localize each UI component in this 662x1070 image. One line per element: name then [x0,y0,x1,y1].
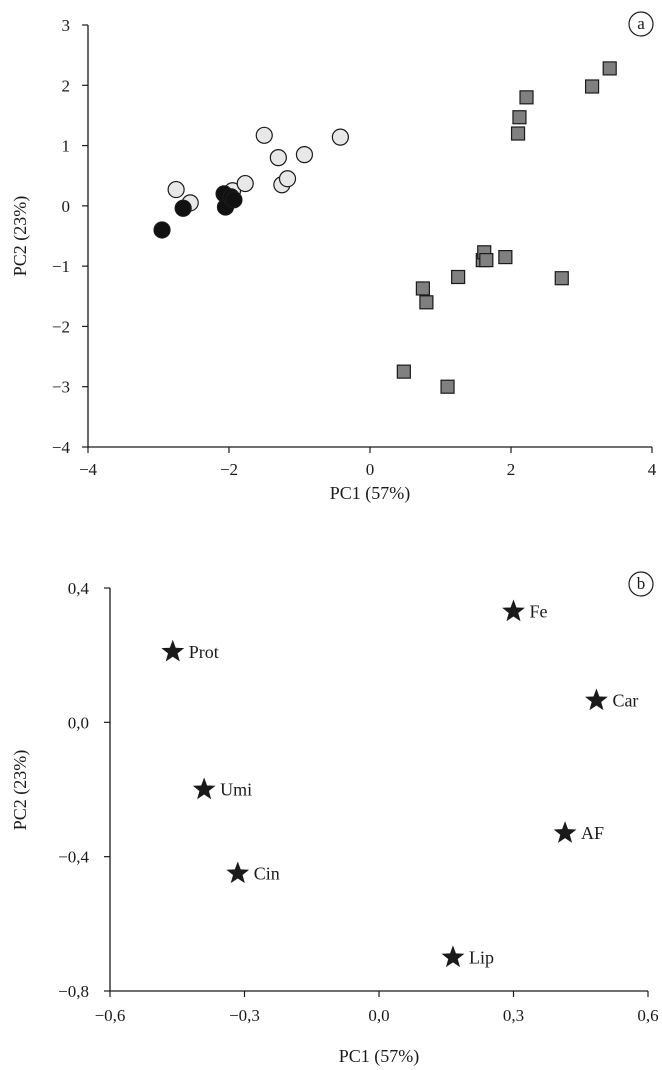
panel-a-square-point [512,110,527,125]
panel-a-x-axis-title: PC1 (57%) [330,483,411,504]
panel-a-dark-circle-point [225,191,243,209]
panel-a-dark-circle-point [153,221,171,239]
panel-b-letter: b [637,574,646,593]
panel-b-x-axis-title: PC1 (57%) [339,1046,420,1067]
panel-b-star-label: Fe [530,602,548,622]
panel-a-scatter-chart: −4 −2 0 2 4 −4 −3 −2 −1 0 1 2 3 a PC1 (57%) PC2 (23%… [10,11,657,504]
panel-a-square-point [419,295,434,310]
panel-b-x-tick-label: −0,3 [229,1006,260,1025]
panel-b-star-point [585,688,608,711]
panel-b-x-tick-label: 0,3 [503,1006,524,1025]
panel-b-star-point [161,639,185,662]
panel-a-square-point [584,79,600,94]
panel-b-y-tick-label: −0,8 [58,982,89,1001]
panel-b-star-point [226,861,250,884]
panel-b-letter-circle [628,571,654,597]
panel-b-y-axis-title: PC2 (23%) [10,750,31,831]
panel-a-y-tick-label: 3 [62,16,71,35]
panel-a-y-axis-title: PC2 (23%) [10,196,31,277]
panel-b-star-label: Lip [469,947,494,967]
panel-b-star-point [441,945,465,968]
panel-a-letter: a [637,14,645,33]
panel-a-square-point [451,269,466,285]
panel-b-star-point [192,777,216,800]
panel-a-square-point [498,250,513,265]
panel-a-y-tick-label: −1 [52,257,70,276]
panel-b-star-point [553,821,577,843]
panel-a-square-point [519,90,534,105]
panel-b-y-tick-label: 0,0 [68,713,89,732]
panel-a-light-circle-point [236,174,254,193]
panel-a-square-point [479,253,494,268]
panel-b-x-tick-label: 0,6 [637,1006,658,1025]
panel-b-scatter-chart: −0,6 −0,3 0,0 0,3 0,6 −0,8 −0,4 0,0 0,4 Prot Fe Ca… [10,571,659,1067]
panel-a-light-circle-point [167,180,185,199]
panel-a-light-circle-point [269,149,287,167]
panel-a-square-point [440,379,455,394]
panel-b-y-tick-label: 0,4 [68,579,90,598]
panel-a-y-tick-label: −3 [52,378,70,397]
panel-a-square-point [602,61,617,76]
panel-a-square-point [396,364,411,379]
panel-a-letter-circle [628,11,654,37]
panel-a-x-tick-label: −4 [79,460,98,479]
panel-b-star-label: Cin [254,863,280,883]
panel-b-star-label: Prot [189,642,219,662]
panel-a-y-tick-label: 0 [62,197,71,216]
panel-b-y-tick-label: −0,4 [58,848,89,867]
panel-b-x-tick-label: −0,6 [95,1006,126,1025]
panel-b-star-point [502,599,525,622]
panel-a-light-circle-point [278,170,297,188]
panel-b-star-label: Umi [220,780,252,800]
panel-a-x-tick-label: 0 [366,460,375,479]
panel-a-x-tick-label: 2 [507,460,516,479]
panel-b-star-label: Car [612,691,638,711]
panel-a-x-tick-label: −2 [220,460,238,479]
panel-a-x-tick-label: 4 [648,460,657,479]
panel-a-light-circle-point [331,128,349,146]
panel-b-star-label: AF [581,823,604,843]
panel-a-dark-circle-point [174,199,192,217]
panel-a-y-tick-label: −4 [52,438,71,457]
panel-a-square-point [554,271,569,286]
panel-b-x-tick-label: 0,0 [368,1006,389,1025]
panel-a-y-tick-label: 2 [62,76,71,95]
panel-a-y-tick-label: 1 [62,137,71,156]
panel-a-light-circle-point [295,146,314,164]
panel-a-light-circle-point [255,126,273,144]
panel-a-square-point [415,281,430,296]
panel-a-square-point [510,126,526,141]
panel-a-y-tick-label: −2 [52,317,70,336]
